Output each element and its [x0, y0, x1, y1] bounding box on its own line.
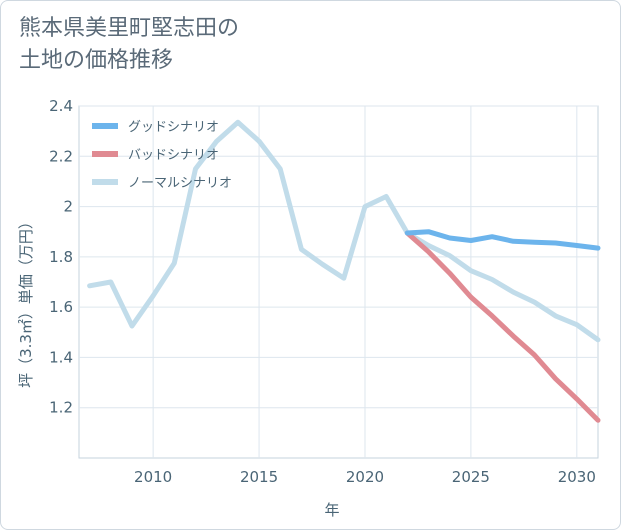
x-tick-label: 2025 [452, 468, 490, 486]
y-tick-label: 2 [63, 198, 73, 216]
y-tick-label: 1.2 [49, 399, 73, 417]
x-tick-labels: 2010 2015 2020 2025 2030 [134, 468, 596, 486]
y-tick-label: 1.4 [49, 348, 73, 366]
x-tick-label: 2020 [346, 468, 384, 486]
chart-title: 熊本県美里町堅志田の 土地の価格推移 [19, 16, 240, 73]
series-line-1 [404, 230, 601, 423]
legend-label-2: ノーマルシナリオ [128, 176, 232, 191]
x-axis-label: 年 [324, 501, 339, 519]
series-line-2 [87, 119, 601, 343]
legend-label-1: バッドシナリオ [128, 148, 219, 163]
y-tick-label: 1.6 [49, 298, 73, 316]
series-line-0 [404, 229, 601, 251]
y-tick-label: 2.4 [49, 97, 73, 115]
y-axis-label: 坪（3.3㎡）単価（万円） [17, 214, 35, 388]
y-tick-label: 2.2 [49, 147, 73, 165]
series-lines [87, 119, 601, 423]
y-tick-label: 1.8 [49, 248, 73, 266]
x-tick-label: 2015 [240, 468, 278, 486]
x-tick-label: 2010 [134, 468, 172, 486]
y-tick-labels: 1.2 1.4 1.6 1.8 2 2.2 2.4 [49, 97, 73, 417]
legend-label-0: グッドシナリオ [128, 120, 219, 135]
x-tick-label: 2030 [558, 468, 596, 486]
grid [78, 105, 599, 459]
